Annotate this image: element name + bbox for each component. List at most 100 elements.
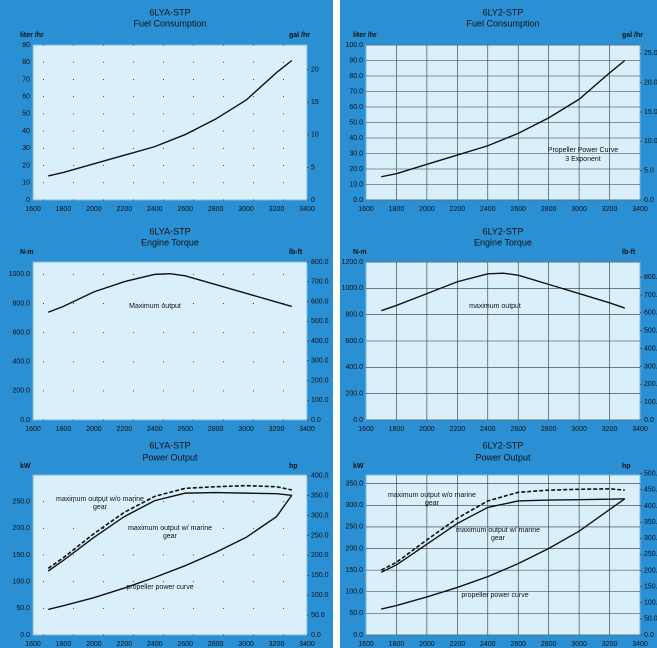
y-tick-label: 250.0 bbox=[12, 499, 30, 506]
x-tick-label: 2000 bbox=[419, 641, 435, 648]
y2-tick-label: 15 bbox=[311, 99, 319, 106]
x-tick-label: 3400 bbox=[299, 426, 315, 433]
y-tick-label: 150.0 bbox=[12, 552, 30, 559]
x-tick-label: 1600 bbox=[358, 206, 374, 213]
y2-tick-label: 500.0 bbox=[311, 318, 329, 325]
y-tick-label: 70.0 bbox=[349, 88, 363, 95]
data-line bbox=[380, 488, 625, 571]
x-tick-label: 2000 bbox=[419, 206, 435, 213]
x-tick-label: 3200 bbox=[602, 206, 618, 213]
data-line bbox=[47, 484, 292, 569]
y2-tick-label: 0 bbox=[311, 197, 315, 204]
series-label: propeller power curve bbox=[126, 584, 194, 591]
x-tick-label: 2200 bbox=[117, 426, 133, 433]
x-tick-label: 3200 bbox=[269, 426, 285, 433]
y-tick-label: 100.0 bbox=[345, 42, 363, 49]
data-line bbox=[47, 272, 292, 313]
x-tick-label: 3400 bbox=[299, 641, 315, 648]
plot-area bbox=[32, 44, 308, 201]
x-tick-label: 3000 bbox=[238, 426, 254, 433]
y2-tick-label: 450.0 bbox=[644, 487, 657, 494]
y2-tick-label: 350.0 bbox=[644, 519, 657, 526]
x-tick-label: 3000 bbox=[571, 426, 587, 433]
y2-axis-label: lb-ft bbox=[622, 249, 636, 256]
y2-tick-label: 0.0 bbox=[644, 197, 654, 204]
y-tick-label: 200.0 bbox=[12, 525, 30, 532]
x-tick-label: 3000 bbox=[571, 206, 587, 213]
y-tick-label: 90.0 bbox=[349, 57, 363, 64]
y-axis-label: N-m bbox=[353, 249, 367, 256]
y2-tick-label: 700.0 bbox=[644, 292, 657, 299]
y-tick-label: 800.0 bbox=[12, 300, 30, 307]
y2-tick-label: 300.0 bbox=[311, 512, 329, 519]
y2-axis-label: hp bbox=[289, 463, 298, 470]
y2-tick-label: 200.0 bbox=[644, 381, 657, 388]
annotation: 3 Exponent bbox=[565, 156, 600, 163]
x-tick-label: 2800 bbox=[208, 641, 224, 648]
chart-subtitle: Power Output bbox=[142, 452, 198, 462]
chart-title: 6LY2-STP bbox=[483, 440, 524, 450]
y2-tick-label: 20.0 bbox=[644, 80, 657, 87]
x-tick-label: 3200 bbox=[602, 426, 618, 433]
y2-tick-label: 300.0 bbox=[644, 363, 657, 370]
y-tick-label: 0.0 bbox=[353, 632, 363, 639]
x-tick-label: 1600 bbox=[358, 641, 374, 648]
y2-tick-label: 100.0 bbox=[311, 397, 329, 404]
x-tick-label: 2600 bbox=[510, 426, 526, 433]
y-tick-label: 1200.0 bbox=[342, 259, 364, 266]
y2-tick-label: 100.0 bbox=[311, 592, 329, 599]
x-tick-label: 2400 bbox=[480, 206, 496, 213]
y-tick-label: 200.0 bbox=[345, 545, 363, 552]
y2-tick-label: 400.0 bbox=[644, 345, 657, 352]
x-tick-label: 2800 bbox=[541, 206, 557, 213]
y2-tick-label: 500.0 bbox=[644, 328, 657, 335]
y-tick-label: 20.0 bbox=[349, 166, 363, 173]
x-tick-label: 1800 bbox=[389, 426, 405, 433]
y-tick-label: 1000.0 bbox=[342, 285, 364, 292]
data-line bbox=[380, 272, 626, 312]
y-axis-label: liter /hr bbox=[353, 32, 377, 39]
x-tick-label: 3000 bbox=[238, 206, 254, 213]
chart-subtitle: Engine Torque bbox=[141, 237, 199, 247]
y-tick-label: 60.0 bbox=[349, 104, 363, 111]
x-tick-label: 3400 bbox=[632, 206, 648, 213]
y2-tick-label: 25.0 bbox=[644, 50, 657, 57]
y2-tick-label: 800.0 bbox=[311, 259, 329, 266]
chart-title: 6LYA-STP bbox=[149, 7, 190, 17]
y2-tick-label: 5.0 bbox=[644, 168, 654, 175]
y-tick-label: 0.0 bbox=[353, 197, 363, 204]
y-tick-label: 400.0 bbox=[12, 359, 30, 366]
y2-tick-label: 250.0 bbox=[311, 532, 329, 539]
x-tick-label: 2400 bbox=[480, 426, 496, 433]
x-tick-label: 1800 bbox=[56, 426, 72, 433]
y-tick-label: 70 bbox=[22, 76, 30, 83]
y2-tick-label: 15.0 bbox=[644, 109, 657, 116]
y2-axis-label: hp bbox=[622, 463, 631, 470]
y2-tick-label: 600.0 bbox=[311, 298, 329, 305]
x-tick-label: 2400 bbox=[480, 641, 496, 648]
x-tick-label: 2800 bbox=[208, 206, 224, 213]
data-line bbox=[381, 498, 626, 610]
y-tick-label: 10 bbox=[22, 180, 30, 187]
data-line bbox=[381, 59, 626, 178]
x-tick-label: 2000 bbox=[86, 426, 102, 433]
y-tick-label: 1000.0 bbox=[9, 271, 31, 278]
y-tick-label: 150.0 bbox=[345, 567, 363, 574]
chart-subtitle: Fuel Consumption bbox=[466, 18, 539, 28]
x-tick-label: 1800 bbox=[389, 206, 405, 213]
x-tick-label: 3000 bbox=[571, 641, 587, 648]
y2-tick-label: 150.0 bbox=[644, 583, 657, 590]
y2-tick-label: 200.0 bbox=[644, 567, 657, 574]
x-tick-label: 2600 bbox=[177, 206, 193, 213]
x-tick-label: 3200 bbox=[602, 641, 618, 648]
x-tick-label: 3400 bbox=[632, 641, 648, 648]
x-tick-label: 2400 bbox=[147, 641, 163, 648]
y-tick-label: 250.0 bbox=[345, 524, 363, 531]
panel-gap bbox=[333, 0, 340, 648]
y-tick-label: 200.0 bbox=[345, 391, 363, 398]
y2-tick-label: 200.0 bbox=[311, 377, 329, 384]
y2-tick-label: 0.0 bbox=[644, 417, 654, 424]
y-tick-label: 0.0 bbox=[353, 417, 363, 424]
y-axis-label: N-m bbox=[20, 249, 34, 256]
